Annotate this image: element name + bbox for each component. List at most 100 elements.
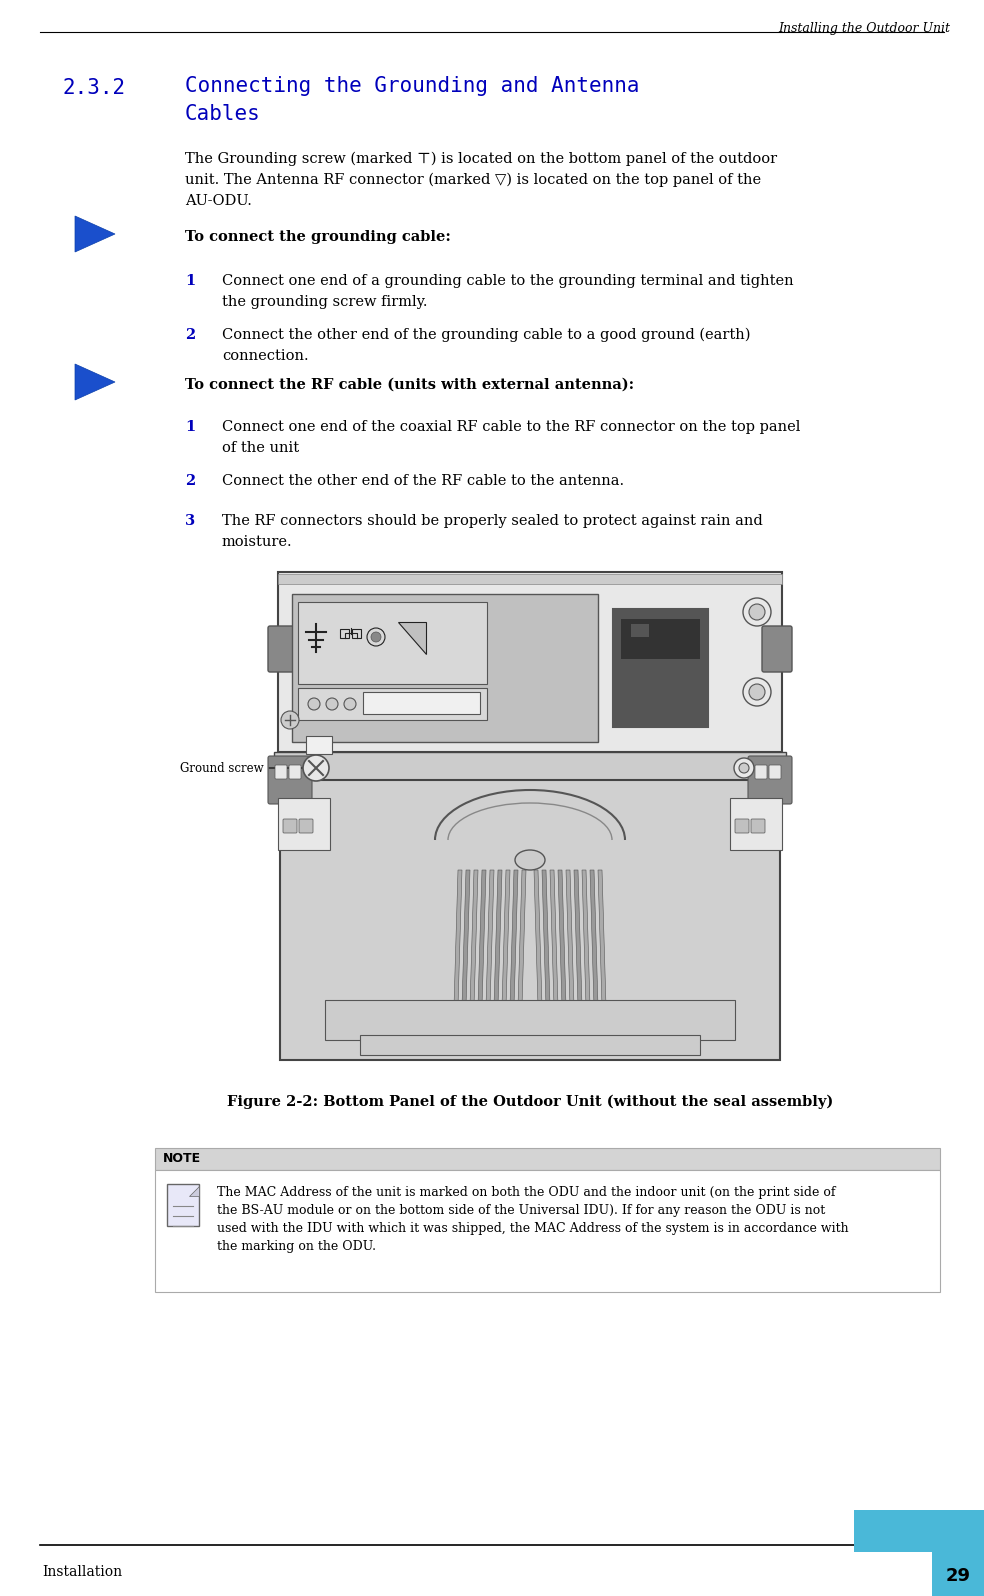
FancyBboxPatch shape — [621, 619, 700, 659]
Polygon shape — [477, 870, 486, 1041]
FancyBboxPatch shape — [360, 1034, 700, 1055]
Polygon shape — [631, 624, 649, 637]
Circle shape — [734, 758, 754, 777]
Text: 2: 2 — [185, 329, 195, 342]
FancyBboxPatch shape — [298, 688, 487, 720]
Text: Connect the other end of the RF cable to the antenna.: Connect the other end of the RF cable to… — [222, 474, 624, 488]
Text: AU-ODU.: AU-ODU. — [185, 195, 252, 207]
Text: the marking on the ODU.: the marking on the ODU. — [217, 1240, 376, 1253]
Text: 2.3.2: 2.3.2 — [62, 78, 125, 97]
Text: the grounding screw firmly.: the grounding screw firmly. — [222, 295, 427, 310]
Polygon shape — [550, 870, 559, 1041]
Ellipse shape — [515, 851, 545, 870]
Polygon shape — [534, 870, 543, 1041]
Text: 29: 29 — [946, 1567, 970, 1585]
Polygon shape — [598, 870, 607, 1041]
Polygon shape — [542, 870, 551, 1041]
Text: Connect one end of the coaxial RF cable to the RF connector on the top panel: Connect one end of the coaxial RF cable … — [222, 420, 800, 434]
FancyBboxPatch shape — [762, 626, 792, 672]
FancyBboxPatch shape — [278, 798, 330, 851]
Text: Connect the other end of the grounding cable to a good ground (earth): Connect the other end of the grounding c… — [222, 329, 751, 343]
Circle shape — [749, 685, 765, 701]
FancyBboxPatch shape — [268, 626, 298, 672]
Polygon shape — [590, 870, 599, 1041]
FancyBboxPatch shape — [167, 1184, 199, 1226]
Polygon shape — [501, 870, 510, 1041]
Text: NOTE: NOTE — [163, 1152, 201, 1165]
FancyBboxPatch shape — [292, 594, 598, 742]
Text: used with the IDU with which it was shipped, the MAC Address of the system is in: used with the IDU with which it was ship… — [217, 1223, 848, 1235]
Text: To connect the grounding cable:: To connect the grounding cable: — [185, 230, 451, 244]
Circle shape — [371, 632, 381, 642]
Text: Installing the Outdoor Unit: Installing the Outdoor Unit — [778, 22, 950, 35]
FancyBboxPatch shape — [274, 752, 786, 780]
Circle shape — [326, 697, 338, 710]
Polygon shape — [493, 870, 502, 1041]
Polygon shape — [517, 870, 526, 1041]
FancyBboxPatch shape — [275, 764, 287, 779]
Text: Connecting the Grounding and Antenna: Connecting the Grounding and Antenna — [185, 77, 640, 96]
Text: Figure 2-2: Bottom Panel of the Outdoor Unit (without the seal assembly): Figure 2-2: Bottom Panel of the Outdoor … — [227, 1095, 833, 1109]
FancyBboxPatch shape — [280, 780, 780, 1060]
Text: Ground screw: Ground screw — [180, 761, 313, 774]
Text: The MAC Address of the unit is marked on both the ODU and the indoor unit (on th: The MAC Address of the unit is marked on… — [217, 1186, 835, 1199]
Polygon shape — [582, 870, 591, 1041]
Polygon shape — [189, 1186, 199, 1195]
Circle shape — [739, 763, 749, 772]
Text: Installation: Installation — [42, 1566, 122, 1578]
Text: Cables: Cables — [185, 104, 261, 124]
Circle shape — [749, 603, 765, 619]
Text: Connect one end of a grounding cable to the grounding terminal and tighten: Connect one end of a grounding cable to … — [222, 275, 794, 287]
Text: the BS-AU module or on the bottom side of the Universal IDU). If for any reason : the BS-AU module or on the bottom side o… — [217, 1203, 826, 1218]
FancyBboxPatch shape — [298, 602, 487, 685]
Circle shape — [344, 697, 356, 710]
Polygon shape — [574, 870, 583, 1041]
FancyBboxPatch shape — [613, 610, 708, 728]
Polygon shape — [461, 870, 470, 1041]
Polygon shape — [469, 870, 478, 1041]
Polygon shape — [453, 870, 462, 1041]
Circle shape — [367, 627, 385, 646]
Polygon shape — [75, 215, 115, 252]
Text: of the unit: of the unit — [222, 440, 299, 455]
FancyBboxPatch shape — [325, 1001, 735, 1041]
FancyBboxPatch shape — [363, 693, 480, 713]
FancyBboxPatch shape — [306, 736, 332, 753]
FancyBboxPatch shape — [283, 819, 297, 833]
FancyBboxPatch shape — [755, 764, 767, 779]
Polygon shape — [75, 364, 115, 401]
Text: 3: 3 — [185, 514, 195, 528]
Circle shape — [281, 710, 299, 729]
Text: 2: 2 — [185, 474, 195, 488]
FancyBboxPatch shape — [435, 790, 625, 879]
Text: unit. The Antenna RF connector (marked ▽) is located on the top panel of the: unit. The Antenna RF connector (marked ▽… — [185, 172, 762, 187]
FancyBboxPatch shape — [268, 757, 312, 804]
Text: moisture.: moisture. — [222, 535, 292, 549]
FancyBboxPatch shape — [278, 575, 782, 584]
FancyBboxPatch shape — [751, 819, 765, 833]
FancyBboxPatch shape — [155, 1170, 940, 1293]
Circle shape — [303, 755, 329, 780]
Text: 1: 1 — [185, 275, 195, 287]
Polygon shape — [485, 870, 494, 1041]
Polygon shape — [398, 622, 426, 654]
Text: To connect the RF cable (units with external antenna):: To connect the RF cable (units with exte… — [185, 378, 634, 393]
Circle shape — [308, 697, 320, 710]
FancyBboxPatch shape — [299, 819, 313, 833]
FancyBboxPatch shape — [340, 629, 349, 638]
FancyBboxPatch shape — [748, 757, 792, 804]
FancyBboxPatch shape — [352, 629, 361, 638]
FancyBboxPatch shape — [735, 819, 749, 833]
FancyBboxPatch shape — [932, 1510, 984, 1596]
Circle shape — [743, 678, 771, 705]
FancyBboxPatch shape — [278, 571, 782, 752]
FancyBboxPatch shape — [730, 798, 782, 851]
Text: 1: 1 — [185, 420, 195, 434]
FancyBboxPatch shape — [854, 1510, 984, 1551]
Text: connection.: connection. — [222, 350, 309, 362]
Polygon shape — [509, 870, 518, 1041]
FancyBboxPatch shape — [155, 1148, 940, 1170]
FancyBboxPatch shape — [769, 764, 781, 779]
Polygon shape — [566, 870, 575, 1041]
Text: The RF connectors should be properly sealed to protect against rain and: The RF connectors should be properly sea… — [222, 514, 763, 528]
